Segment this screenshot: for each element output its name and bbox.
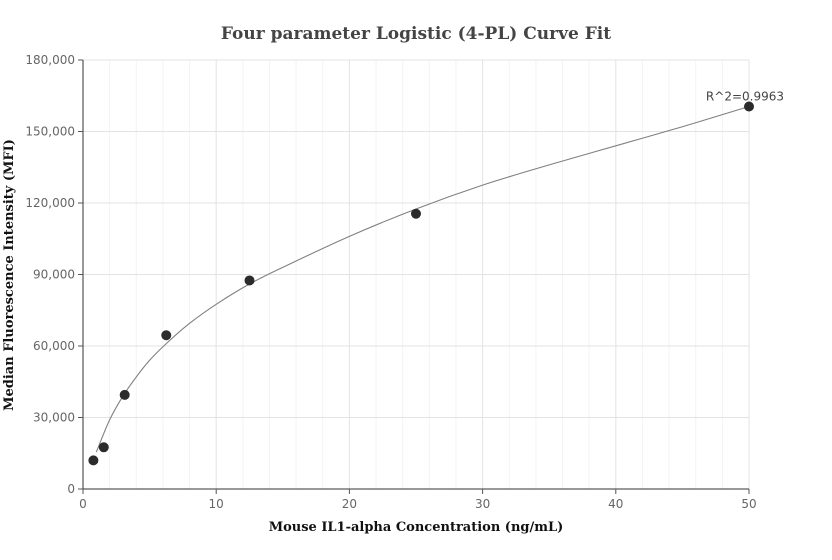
data-point — [244, 275, 255, 286]
y-axis-title: Median Fluorescence Intensity (MFI) — [2, 139, 17, 411]
x-axis-title: Mouse IL1-alpha Concentration (ng/mL) — [269, 520, 564, 535]
y-tick-label: 30,000 — [33, 411, 75, 425]
y-tick-label: 90,000 — [33, 268, 75, 282]
data-point — [744, 101, 754, 112]
x-tick-label: 30 — [475, 497, 490, 511]
data-point — [98, 442, 109, 453]
x-tick-label: 10 — [209, 497, 224, 511]
y-tick-label: 120,000 — [25, 196, 75, 210]
y-tick-label: 150,000 — [25, 125, 75, 139]
data-points — [88, 101, 754, 466]
x-tick-label: 0 — [79, 497, 87, 511]
y-tick-label: 60,000 — [33, 339, 75, 353]
x-tick-label: 40 — [608, 497, 623, 511]
data-point — [161, 330, 172, 341]
fit-curve — [95, 105, 750, 453]
y-tick-label: 0 — [67, 482, 75, 496]
x-tick-label: 20 — [342, 497, 357, 511]
x-tick-label: 50 — [741, 497, 756, 511]
r-squared-annotation: R^2=0.9963 — [706, 89, 784, 103]
data-point — [88, 455, 99, 466]
chart-title: Four parameter Logistic (4-PL) Curve Fit — [221, 24, 611, 44]
y-tick-label: 180,000 — [25, 53, 75, 67]
x-axis-ticks: 0 10 20 30 40 50 — [79, 489, 757, 511]
grid — [83, 59, 750, 489]
data-point — [119, 389, 130, 400]
data-point — [411, 208, 421, 219]
y-axis-ticks: 0 30,000 60,000 90,000 120,000 150,000 180,000 — [25, 53, 83, 496]
